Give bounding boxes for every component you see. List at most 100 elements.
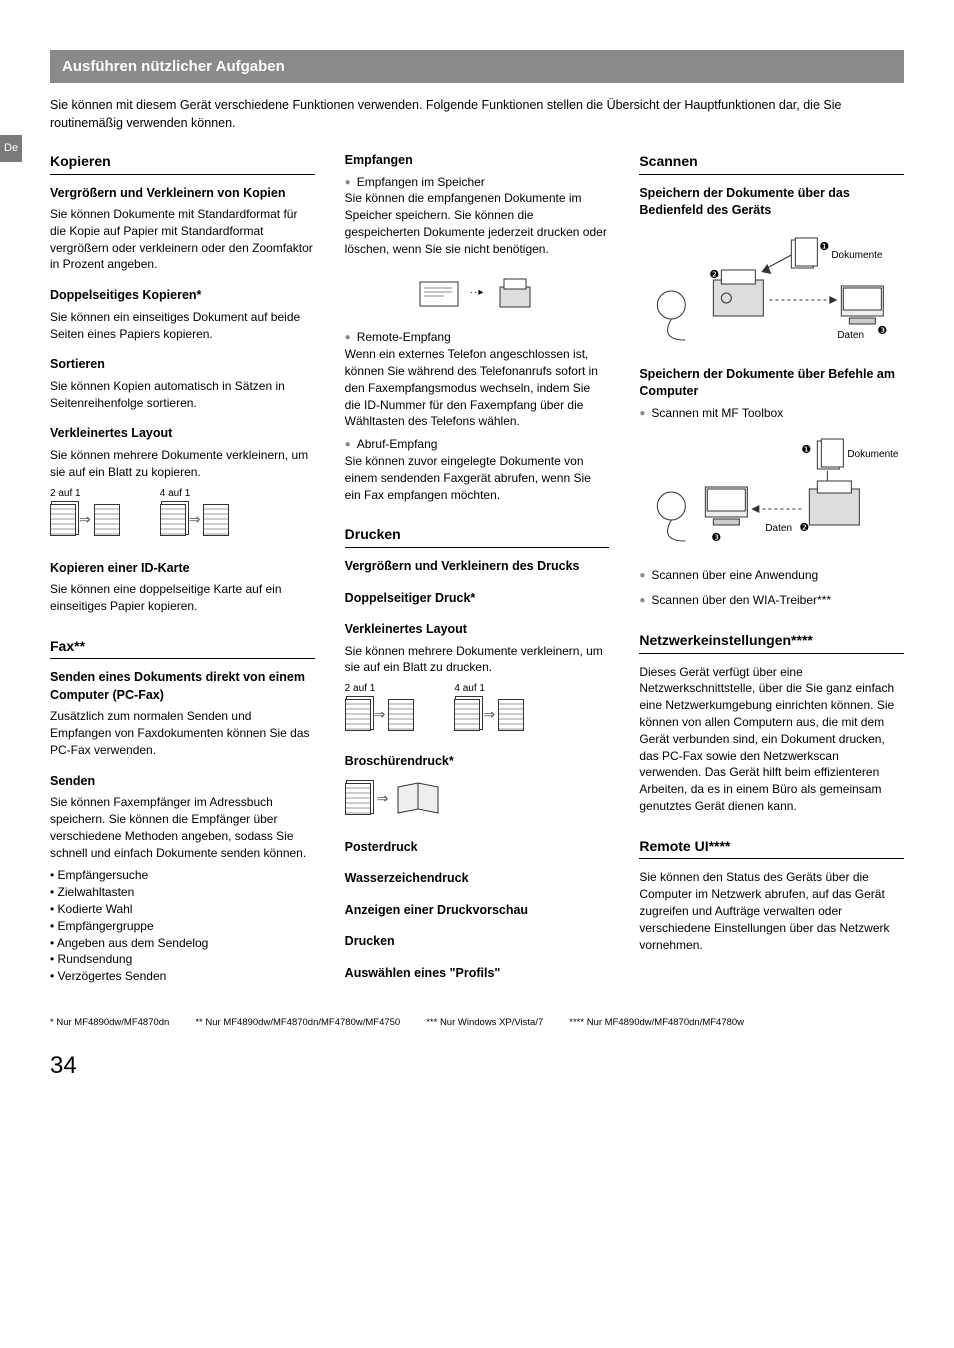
arrow-icon: ⇒ bbox=[483, 705, 495, 725]
print-sub1: Vergrößern und Verkleinern des Drucks bbox=[345, 558, 610, 576]
footnotes: * Nur MF4890dw/MF4870dn ** Nur MF4890dw/… bbox=[50, 1016, 904, 1029]
list-item: Empfängergruppe bbox=[50, 918, 315, 935]
diagram-icon bbox=[50, 504, 76, 536]
diagram-icon bbox=[345, 783, 371, 815]
svg-text:❸: ❸ bbox=[712, 532, 722, 544]
diagram-icon bbox=[345, 699, 371, 731]
footnote-1: * Nur MF4890dw/MF4870dn bbox=[50, 1016, 169, 1029]
bullet-label: Scannen über den WIA-Treiber*** bbox=[651, 592, 831, 609]
svg-text:❸: ❸ bbox=[878, 325, 888, 337]
bullet-label: Scannen über eine Anwendung bbox=[651, 567, 818, 584]
svg-text:❷: ❷ bbox=[800, 522, 810, 534]
svg-text:❶: ❶ bbox=[802, 444, 812, 456]
print-sub2: Doppelseitiger Druck* bbox=[345, 590, 610, 608]
scan-panel-diagram: ❷ ❶ Dokumente Daten ❸ bbox=[639, 230, 904, 350]
copy-sub2: Doppelseitiges Kopieren* bbox=[50, 287, 315, 305]
diagram-icon bbox=[388, 699, 414, 731]
bullet-label: Abruf-Empfang bbox=[357, 436, 438, 453]
diagram-icon bbox=[94, 504, 120, 536]
footnote-3: *** Nur Windows XP/Vista/7 bbox=[426, 1016, 543, 1029]
scan-sub2: Speichern der Dokumente über Befehle am … bbox=[639, 366, 904, 401]
bullet-label: Empfangen im Speicher bbox=[357, 174, 485, 191]
bullet-label: Remote-Empfang bbox=[357, 329, 451, 346]
copy-txt2: Sie können ein einseitiges Dokument auf … bbox=[50, 309, 315, 343]
fax-paper-icon bbox=[414, 276, 464, 310]
copy-title: Kopieren bbox=[50, 152, 315, 175]
svg-text:Dokumente: Dokumente bbox=[848, 449, 900, 460]
bullet-label: Scannen mit MF Toolbox bbox=[651, 405, 783, 422]
fax-sub2: Senden bbox=[50, 773, 315, 791]
print-sub8: Drucken bbox=[345, 933, 610, 951]
print-sub7: Anzeigen einer Druckvorschau bbox=[345, 902, 610, 920]
remote-title: Remote UI**** bbox=[639, 837, 904, 860]
copy-sub5: Kopieren einer ID-Karte bbox=[50, 560, 315, 578]
copy-layout-diagram: 2 auf 1 ⇒ 4 auf 1 ⇒ bbox=[50, 487, 315, 536]
arrow-icon: ⇒ bbox=[189, 510, 201, 530]
list-item: Verzögertes Senden bbox=[50, 968, 315, 985]
layout-label-2on1: 2 auf 1 bbox=[345, 682, 376, 696]
arrow-icon: ⇒ bbox=[377, 789, 389, 809]
print-sub6: Wasserzeichendruck bbox=[345, 870, 610, 888]
memory-receive-diagram: ··▸ bbox=[345, 273, 610, 313]
column-2: Empfangen Empfangen im Speicher Sie könn… bbox=[345, 152, 610, 986]
recv-b1: Empfangen im Speicher bbox=[345, 174, 610, 191]
net-title: Netzwerkeinstellungen**** bbox=[639, 631, 904, 654]
footnote-2: ** Nur MF4890dw/MF4870dn/MF4780w/MF4750 bbox=[195, 1016, 400, 1029]
copy-txt1: Sie können Dokumente mit Standardformat … bbox=[50, 206, 315, 273]
page-number: 34 bbox=[50, 1049, 904, 1083]
arrow-icon: ⇒ bbox=[79, 510, 91, 530]
recv-txt1: Sie können die empfangenen Dokumente im … bbox=[345, 190, 610, 257]
recv-txt2: Wenn ein externes Telefon angeschlossen … bbox=[345, 346, 610, 430]
diagram-icon bbox=[160, 504, 186, 536]
dots-icon: ··▸ bbox=[470, 286, 485, 300]
print-sub3: Verkleinertes Layout bbox=[345, 621, 610, 639]
layout-label-2on1: 2 auf 1 bbox=[50, 487, 81, 501]
scan-computer-diagram: ❸ ❶ Dokumente Daten ❷ bbox=[639, 431, 904, 551]
svg-text:❷: ❷ bbox=[710, 269, 720, 281]
arrow-icon: ⇒ bbox=[374, 705, 386, 725]
copy-sub1: Vergrößern und Verkleinern von Kopien bbox=[50, 185, 315, 203]
copy-sub3: Sortieren bbox=[50, 356, 315, 374]
scan-b3: Scannen über den WIA-Treiber*** bbox=[639, 592, 904, 609]
fax-txt2: Sie können Faxempfänger im Adressbuch sp… bbox=[50, 794, 315, 861]
scan-sub1: Speichern der Dokumente über das Bedienf… bbox=[639, 185, 904, 220]
section-banner: Ausführen nützlicher Aufgaben bbox=[50, 50, 904, 83]
fax-sub1: Senden eines Dokuments direkt von einem … bbox=[50, 669, 315, 704]
copy-sub4: Verkleinertes Layout bbox=[50, 425, 315, 443]
recv-txt3: Sie können zuvor eingelegte Dokumente vo… bbox=[345, 453, 610, 503]
column-1: Kopieren Vergrößern und Verkleinern von … bbox=[50, 152, 315, 986]
list-item: Empfängersuche bbox=[50, 867, 315, 884]
recv-title: Empfangen bbox=[345, 152, 610, 170]
net-txt: Dieses Gerät verfügt über eine Netzwerks… bbox=[639, 664, 904, 815]
scan-b2: Scannen über eine Anwendung bbox=[639, 567, 904, 584]
svg-text:Daten: Daten bbox=[766, 523, 793, 534]
booklet-diagram: ⇒ bbox=[345, 781, 610, 817]
svg-text:Daten: Daten bbox=[838, 330, 865, 341]
diagram-icon bbox=[454, 699, 480, 731]
layout-label-4on1: 4 auf 1 bbox=[454, 682, 485, 696]
recv-b2: Remote-Empfang bbox=[345, 329, 610, 346]
remote-txt: Sie können den Status des Geräts über di… bbox=[639, 869, 904, 953]
svg-text:Dokumente: Dokumente bbox=[832, 250, 884, 261]
fax-txt1: Zusätzlich zum normalen Senden und Empfa… bbox=[50, 708, 315, 758]
content-columns: Kopieren Vergrößern und Verkleinern von … bbox=[50, 152, 904, 986]
diagram-icon bbox=[203, 504, 229, 536]
print-sub5: Posterdruck bbox=[345, 839, 610, 857]
print-sub9: Auswählen eines "Profils" bbox=[345, 965, 610, 983]
column-3: Scannen Speichern der Dokumente über das… bbox=[639, 152, 904, 986]
print-txt3: Sie können mehrere Dokumente verkleinern… bbox=[345, 643, 610, 677]
printer-icon bbox=[490, 273, 540, 313]
svg-text:❶: ❶ bbox=[820, 241, 830, 253]
footnote-4: **** Nur MF4890dw/MF4870dn/MF4780w bbox=[569, 1016, 744, 1029]
intro-text: Sie können mit diesem Gerät verschiedene… bbox=[50, 97, 904, 132]
list-item: Kodierte Wahl bbox=[50, 901, 315, 918]
language-tab: De bbox=[0, 135, 22, 162]
copy-txt3: Sie können Kopien automatisch in Sätzen … bbox=[50, 378, 315, 412]
scan-title: Scannen bbox=[639, 152, 904, 175]
fax-send-list: Empfängersuche Zielwahltasten Kodierte W… bbox=[50, 867, 315, 985]
print-sub4: Broschürendruck* bbox=[345, 753, 610, 771]
print-title: Drucken bbox=[345, 525, 610, 548]
booklet-icon bbox=[394, 781, 444, 817]
copy-txt4: Sie können mehrere Dokumente verkleinern… bbox=[50, 447, 315, 481]
print-layout-diagram: 2 auf 1 ⇒ 4 auf 1 ⇒ bbox=[345, 682, 610, 731]
